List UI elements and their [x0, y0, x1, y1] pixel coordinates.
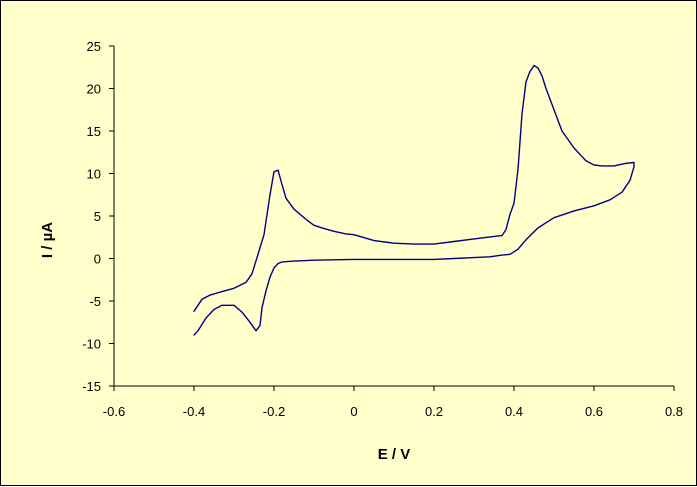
axes	[113, 46, 674, 387]
x-tick-label: -0.6	[103, 404, 125, 419]
y-axis-title: I / µA	[39, 222, 56, 258]
y-tick-label: 10	[87, 167, 101, 182]
y-tick-label: -5	[89, 294, 101, 309]
x-axis-ticks: -0.6 -0.4 -0.2 0 0.2 0.4 0.6 0.8	[103, 386, 683, 419]
y-tick-label: -15	[82, 379, 101, 394]
y-tick-label: -10	[82, 337, 101, 352]
x-tick-label: 0.8	[665, 404, 683, 419]
x-tick-label: 0	[350, 404, 357, 419]
x-tick-label: -0.4	[183, 404, 205, 419]
x-tick-label: 0.6	[585, 404, 603, 419]
x-tick-label: 0.4	[505, 404, 523, 419]
x-tick-label: 0.2	[425, 404, 443, 419]
x-axis-title: E / V	[378, 446, 411, 463]
voltammogram-curve	[193, 64, 635, 336]
x-tick-label: -0.2	[263, 404, 285, 419]
y-tick-label: 15	[87, 124, 101, 139]
y-tick-label: 20	[87, 82, 101, 97]
y-tick-label: 25	[87, 39, 101, 54]
y-tick-label: 5	[94, 209, 101, 224]
y-tick-label: 0	[94, 252, 101, 267]
y-axis-ticks: -15 -10 -5 0 5 10 15 20 25	[82, 39, 114, 394]
series-layer	[193, 64, 635, 336]
